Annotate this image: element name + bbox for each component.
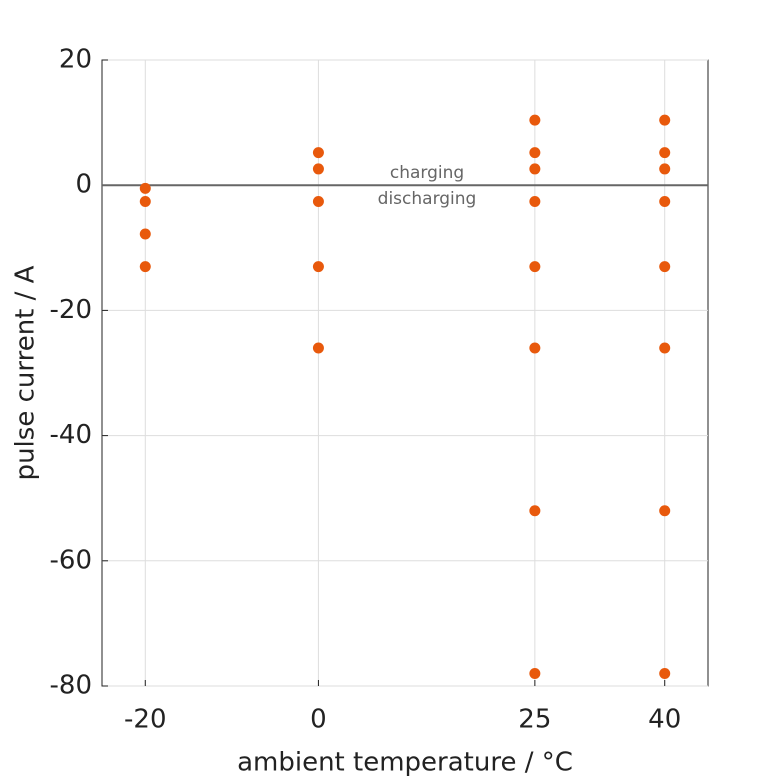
point bbox=[659, 114, 671, 126]
x-axis-label: ambient temperature / °C bbox=[237, 748, 573, 778]
point bbox=[529, 667, 541, 679]
annotation: charging bbox=[390, 163, 464, 183]
point bbox=[659, 667, 671, 679]
annotation: discharging bbox=[378, 189, 477, 209]
point bbox=[659, 342, 671, 354]
y-axis-label: pulse current / A bbox=[11, 265, 41, 480]
point bbox=[139, 228, 151, 240]
point bbox=[529, 342, 541, 354]
point bbox=[529, 261, 541, 273]
y-tick-label: -20 bbox=[50, 295, 92, 325]
y-tick-label: -60 bbox=[50, 545, 92, 575]
point bbox=[529, 147, 541, 159]
y-tick-label: 0 bbox=[75, 170, 92, 200]
point bbox=[139, 195, 151, 207]
y-tick-label: -40 bbox=[50, 420, 92, 450]
point bbox=[529, 195, 541, 207]
point bbox=[659, 147, 671, 159]
point bbox=[659, 195, 671, 207]
point bbox=[529, 114, 541, 126]
point bbox=[659, 261, 671, 273]
point bbox=[529, 505, 541, 517]
point bbox=[139, 182, 151, 194]
point bbox=[312, 163, 324, 175]
y-tick-label: -80 bbox=[50, 671, 92, 701]
point bbox=[312, 195, 324, 207]
x-tick-label: 25 bbox=[518, 705, 551, 735]
y-tick-label: 20 bbox=[59, 45, 92, 75]
x-tick-label: 0 bbox=[310, 705, 327, 735]
point bbox=[312, 147, 324, 159]
x-tick-label: 40 bbox=[648, 705, 681, 735]
point bbox=[312, 261, 324, 273]
x-tick-label: -20 bbox=[124, 705, 166, 735]
point bbox=[529, 163, 541, 175]
point bbox=[139, 261, 151, 273]
point bbox=[312, 342, 324, 354]
point bbox=[659, 505, 671, 517]
point bbox=[659, 163, 671, 175]
plot-area bbox=[101, 59, 709, 687]
